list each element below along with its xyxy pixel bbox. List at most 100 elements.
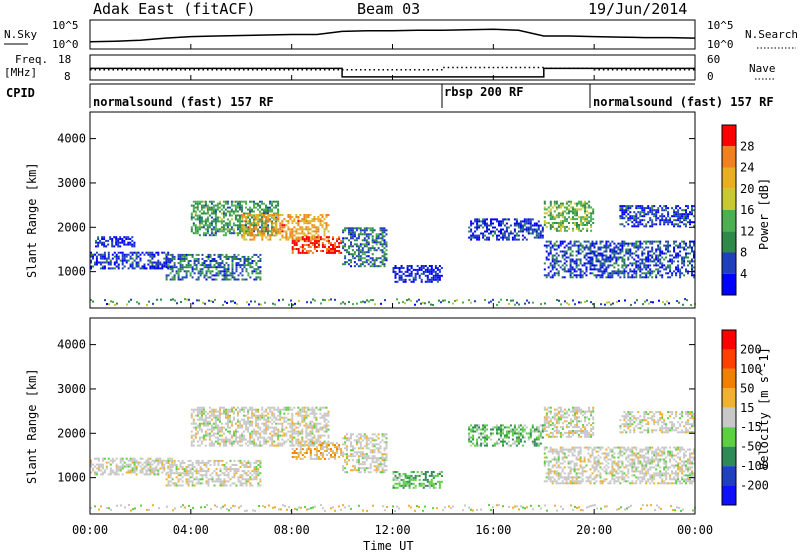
heatmap-cell [649,255,651,257]
heatmap-cell [233,413,235,415]
heatmap-cell [208,266,210,268]
heatmap-cell [170,485,172,487]
heatmap-cell [201,419,203,421]
heatmap-cell [123,242,125,244]
heatmap-cell [108,473,110,475]
heatmap-cell [395,281,397,283]
heatmap-cell [629,262,631,264]
heatmap-cell [596,241,598,243]
heatmap-cell [592,210,594,212]
heatmap-cell [159,264,161,266]
heatmap-cell [534,225,536,227]
heatmap-cell [209,215,211,217]
heatmap-cell [253,279,255,281]
heatmap-cell [178,276,180,278]
heatmap-cell [263,214,265,216]
heatmap-cell [217,415,219,417]
heatmap-cell [211,431,213,433]
heatmap-cell [203,213,205,215]
heatmap-cell [291,417,293,419]
heatmap-cell [267,216,269,218]
heatmap-cell [629,211,631,213]
heatmap-cell [584,212,586,214]
heatmap-cell [136,264,138,266]
heatmap-cell [360,231,362,233]
heatmap-cell [198,464,200,466]
heatmap-cell [623,255,625,257]
heatmap-cell [576,228,578,230]
heatmap-cell [328,452,330,454]
heatmap-cell [374,259,376,261]
heatmap-cell [224,256,226,258]
ground-scatter-cell [202,302,204,304]
heatmap-cell [243,226,245,228]
heatmap-cell [322,442,324,444]
heatmap-cell [219,431,221,433]
heatmap-cell [269,201,271,203]
heatmap-cell [106,468,108,470]
heatmap-cell [100,464,102,466]
heatmap-cell [336,240,338,242]
heatmap-cell [306,238,308,240]
heatmap-cell [153,473,155,475]
heatmap-cell [281,214,283,216]
heatmap-cell [191,230,193,232]
heatmap-cell [221,222,223,224]
heatmap-cell [166,266,168,268]
heatmap-cell [273,218,275,220]
heatmap-cell [546,222,548,224]
ground-scatter-cell [362,301,364,303]
heatmap-cell [299,415,301,417]
heatmap-cell [300,450,302,452]
heatmap-cell [542,231,544,233]
heatmap-cell [558,214,560,216]
heatmap-cell [213,228,215,230]
heatmap-cell [360,255,362,257]
heatmap-cell [267,214,269,216]
heatmap-cell [584,216,586,218]
heatmap-cell [598,247,600,249]
heatmap-cell [562,212,564,214]
heatmap-cell [586,255,588,257]
heatmap-cell [556,245,558,247]
heatmap-cell [184,266,186,268]
heatmap-cell [524,223,526,225]
heatmap-cell [550,243,552,245]
heatmap-cell [637,268,639,270]
heatmap-cell [554,266,556,268]
heatmap-cell [234,470,236,472]
heatmap-cell [180,264,182,266]
heatmap-cell [244,482,246,484]
heatmap-cell [550,208,552,210]
heatmap-cell [558,222,560,224]
ground-scatter-cell [198,299,200,301]
heatmap-cell [643,276,645,278]
heatmap-cell [435,265,437,267]
ground-scatter-cell [152,303,154,305]
heatmap-cell [633,225,635,227]
heatmap-cell [110,470,112,472]
heatmap-cell [500,223,502,225]
heatmap-cell [232,274,234,276]
heatmap-cell [253,409,255,411]
ground-scatter-cell [282,299,284,301]
heatmap-cell [691,221,693,223]
heatmap-cell [677,268,679,270]
heatmap-cell [643,259,645,261]
heatmap-cell [136,262,138,264]
heatmap-cell [322,452,324,454]
heatmap-cell [225,232,227,234]
heatmap-cell [279,415,281,417]
ground-scatter-cell [156,299,158,301]
heatmap-cell [354,231,356,233]
heatmap-cell [554,264,556,266]
heatmap-cell [293,218,295,220]
heatmap-cell [639,268,641,270]
heatmap-cell [217,217,219,219]
heatmap-cell [161,464,163,466]
heatmap-cell [352,253,354,255]
heatmap-cell [271,226,273,228]
heatmap-cell [590,216,592,218]
heatmap-cell [193,205,195,207]
heatmap-cell [204,474,206,476]
